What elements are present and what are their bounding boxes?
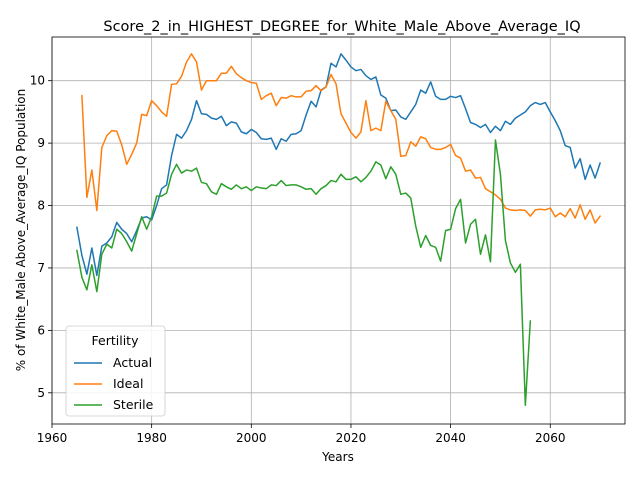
series-lines bbox=[76, 53, 602, 407]
legend-entry-sterile: Sterile bbox=[113, 397, 154, 412]
chart-title: Score_2_in_HIGHEST_DEGREE_for_White_Male… bbox=[103, 19, 580, 35]
x-axis-ticks: 1960 1980 2000 2020 2040 2060 bbox=[37, 424, 566, 445]
x-axis-label: Years bbox=[321, 450, 354, 464]
legend-entry-ideal: Ideal bbox=[113, 376, 143, 391]
legend: Fertility Actual Ideal Sterile bbox=[65, 325, 166, 417]
x-tick-label: 2060 bbox=[535, 431, 566, 445]
series-line-actual bbox=[76, 53, 602, 277]
x-tick-label: 2000 bbox=[236, 431, 267, 445]
y-tick-label: 9 bbox=[37, 136, 45, 150]
y-tick-label: 10 bbox=[30, 74, 45, 88]
y-tick-label: 7 bbox=[37, 261, 45, 275]
x-tick-label: 1980 bbox=[136, 431, 167, 445]
y-tick-label: 8 bbox=[37, 199, 45, 213]
x-tick-label: 2040 bbox=[435, 431, 466, 445]
y-axis-label: % of White_Male Above_Average_IQ Populat… bbox=[14, 89, 28, 372]
y-tick-label: 6 bbox=[37, 323, 45, 337]
series-line-ideal bbox=[81, 53, 602, 224]
y-tick-label: 5 bbox=[37, 386, 45, 400]
x-tick-label: 1960 bbox=[37, 431, 68, 445]
y-axis-ticks: 5 6 7 8 9 10 bbox=[30, 74, 52, 400]
legend-entry-actual: Actual bbox=[113, 355, 152, 370]
legend-title: Fertility bbox=[92, 333, 140, 348]
x-tick-label: 2020 bbox=[336, 431, 367, 445]
series-line-sterile bbox=[76, 139, 532, 407]
plot-frame bbox=[51, 36, 626, 425]
legend-box bbox=[65, 325, 166, 417]
